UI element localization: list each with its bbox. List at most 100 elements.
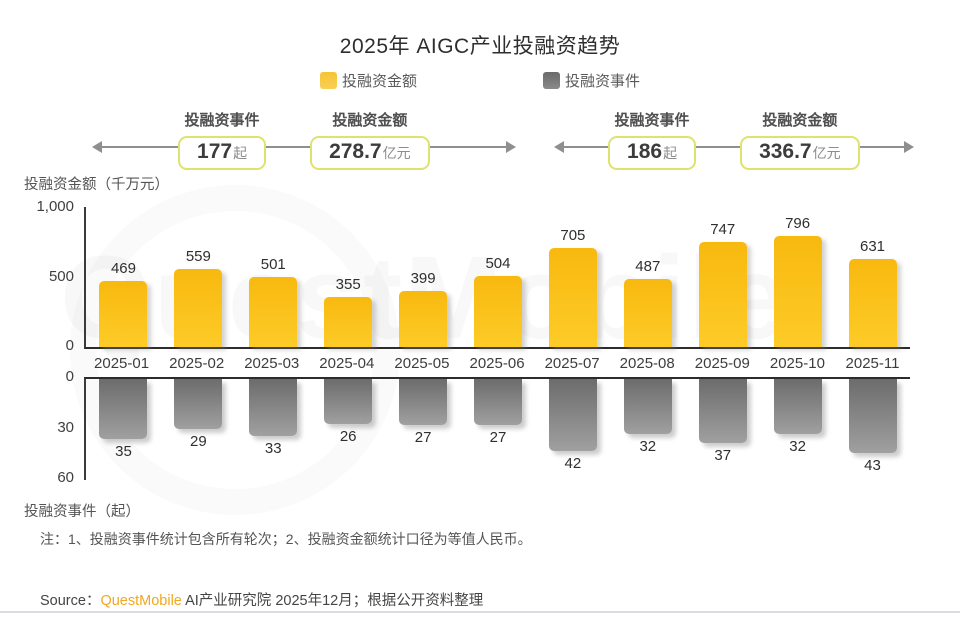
h1-amount-label: 投融资金额 bbox=[332, 112, 408, 129]
amount-bar bbox=[399, 291, 448, 347]
events-bar-column: 42 bbox=[535, 379, 610, 480]
h2-amount-unit: 亿元 bbox=[812, 145, 841, 161]
month-label: 2025-09 bbox=[694, 355, 750, 372]
amount-value-label: 705 bbox=[560, 227, 586, 245]
upper-plot: 469 559 501 355 399 504 705 487 747 796 631 bbox=[84, 207, 910, 349]
arrow-right-icon bbox=[505, 141, 516, 153]
month-label: 2025-04 bbox=[319, 355, 375, 372]
events-bar-column: 27 bbox=[386, 379, 461, 480]
h2-events-stat: 投融资事件 186起 bbox=[608, 104, 697, 170]
amount-bar bbox=[698, 242, 747, 347]
events-value-label: 32 bbox=[789, 437, 806, 455]
h2-events-label: 投融资事件 bbox=[614, 112, 690, 129]
amount-bar-column: 631 bbox=[835, 207, 910, 347]
amount-bar-column: 501 bbox=[236, 207, 311, 347]
month-label: 2025-07 bbox=[544, 355, 600, 372]
amount-bar bbox=[249, 276, 298, 347]
events-bar-column: 29 bbox=[161, 379, 236, 480]
source-brand: QuestMobile bbox=[100, 593, 182, 609]
legend-item-events: 投融资事件 bbox=[543, 70, 640, 91]
amount-swatch-icon bbox=[319, 72, 337, 89]
amount-value-label: 631 bbox=[860, 237, 886, 255]
summary-group-h1: 投融资事件 177起 投融资金额 278.7亿元 bbox=[86, 104, 522, 170]
upper-ytick-1000: 1,000 bbox=[36, 198, 74, 215]
amount-bar bbox=[773, 235, 822, 347]
legend-amount-label: 投融资金额 bbox=[341, 73, 417, 90]
h2-amount-stat: 投融资金额 336.7亿元 bbox=[740, 104, 860, 170]
upper-ytick-0: 0 bbox=[65, 337, 74, 354]
source-prefix: Source： bbox=[40, 593, 101, 609]
amount-bar bbox=[848, 258, 897, 347]
events-bar bbox=[473, 379, 522, 426]
events-value-label: 35 bbox=[115, 443, 132, 461]
events-bar bbox=[174, 379, 223, 429]
amount-bar bbox=[623, 278, 672, 347]
events-value-label: 33 bbox=[264, 439, 282, 457]
summary-group-h2: 投融资事件 186起 投融资金额 336.7亿元 bbox=[548, 104, 920, 170]
events-bar-column: 26 bbox=[311, 379, 386, 480]
amount-bar bbox=[174, 268, 223, 347]
amount-bar-column: 705 bbox=[535, 207, 610, 347]
h1-events-value: 177 bbox=[197, 140, 233, 163]
legend-events-label: 投融资事件 bbox=[565, 73, 641, 90]
legend: 投融资金额 投融资事件 bbox=[0, 70, 960, 91]
events-value-label: 26 bbox=[339, 427, 357, 445]
upper-ytick-500: 500 bbox=[48, 268, 74, 285]
events-bar-column: 35 bbox=[86, 379, 161, 480]
lower-plot: 35 29 33 26 27 27 42 32 37 32 43 bbox=[84, 377, 910, 480]
amount-bar bbox=[548, 248, 597, 347]
month-label: 2025-01 bbox=[94, 355, 150, 372]
amount-value-label: 469 bbox=[110, 260, 136, 278]
h2-amount-value: 336.7 bbox=[759, 140, 812, 163]
events-value-label: 32 bbox=[639, 437, 657, 455]
month-label: 2025-11 bbox=[845, 355, 900, 372]
amount-value-label: 796 bbox=[785, 214, 811, 232]
footnote: 注：1、投融资事件统计包含所有轮次；2、投融资金额统计口径为等值人民币。 bbox=[40, 531, 532, 547]
amount-bar bbox=[99, 281, 148, 347]
month-axis: 2025-01 2025-02 2025-03 2025-04 2025-05 2025-… bbox=[84, 351, 910, 377]
events-value-label: 37 bbox=[714, 446, 732, 464]
arrow-right-icon bbox=[904, 141, 914, 153]
amount-bar bbox=[473, 276, 522, 347]
events-bar-column: 27 bbox=[461, 379, 536, 480]
bottom-divider bbox=[0, 611, 960, 613]
amount-bar-column: 355 bbox=[311, 207, 386, 347]
events-bar bbox=[249, 379, 298, 436]
amount-value-label: 501 bbox=[260, 255, 286, 273]
chart-title: 2025年 AIGC产业投融资趋势 bbox=[339, 35, 621, 58]
source-rest: AI产业研究院 2025年12月；根据公开资料整理 bbox=[181, 593, 484, 609]
arrow-left-icon bbox=[553, 141, 564, 153]
events-bar-column: 32 bbox=[610, 379, 685, 480]
events-value-label: 27 bbox=[414, 429, 432, 447]
events-value-label: 29 bbox=[190, 432, 207, 450]
h2-amount-badge: 336.7亿元 bbox=[740, 136, 860, 170]
amount-value-label: 399 bbox=[410, 270, 436, 288]
events-swatch-icon bbox=[543, 72, 560, 89]
events-bar-column: 33 bbox=[236, 379, 311, 480]
amount-value-label: 504 bbox=[485, 255, 511, 273]
h1-events-stat: 投融资事件 177起 bbox=[178, 104, 267, 170]
events-bar bbox=[773, 379, 822, 434]
events-bar bbox=[324, 379, 373, 424]
lower-ytick-60: 60 bbox=[57, 469, 74, 486]
h1-events-label: 投融资事件 bbox=[184, 112, 260, 129]
month-label: 2025-08 bbox=[619, 355, 675, 372]
month-label: 2025-05 bbox=[394, 355, 450, 372]
month-label: 2025-03 bbox=[244, 355, 300, 372]
amount-value-label: 355 bbox=[335, 276, 361, 294]
h2-arrow-line bbox=[553, 141, 914, 153]
month-label: 2025-02 bbox=[169, 355, 225, 372]
h1-amount-value: 278.7 bbox=[329, 140, 382, 163]
h1-events-badge: 177起 bbox=[178, 136, 267, 170]
events-bar bbox=[698, 379, 747, 443]
legend-item-amount: 投融资金额 bbox=[319, 70, 417, 91]
events-value-label: 27 bbox=[489, 429, 507, 447]
lower-ytick-30: 30 bbox=[57, 419, 74, 436]
amount-bar-column: 399 bbox=[386, 207, 461, 347]
amount-bar-column: 747 bbox=[685, 207, 760, 347]
arrow-left-icon bbox=[92, 141, 102, 153]
lower-ytick-0: 0 bbox=[65, 368, 74, 385]
events-bar-column: 32 bbox=[760, 379, 835, 480]
events-bar bbox=[548, 379, 597, 452]
